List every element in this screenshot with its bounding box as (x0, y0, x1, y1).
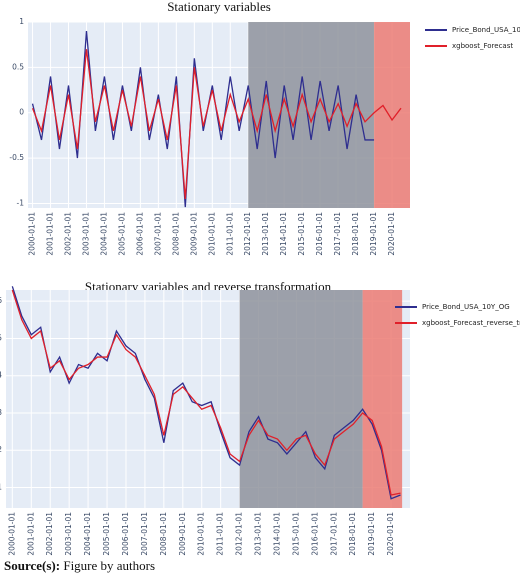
shaded-region (248, 22, 375, 208)
x-tick-label: 2008-01-01 (159, 512, 168, 556)
x-tick-label: 2002-01-01 (64, 212, 73, 256)
source-label: Source(s): (4, 558, 61, 573)
source-note: Source(s): Figure by authors (4, 558, 155, 574)
x-tick-label: 2015-01-01 (297, 212, 306, 256)
x-tick-label: 2005-01-01 (102, 512, 111, 556)
legend-label: xgboost_Forecast (452, 42, 513, 50)
x-tick-label: 2006-01-01 (135, 212, 144, 256)
legend-label: Price_Bond_USA_10Y_OG (422, 303, 510, 311)
x-tick-label: 2020-01-01 (386, 512, 395, 556)
x-tick-label: 2008-01-01 (171, 212, 180, 256)
x-tick-label: 2005-01-01 (117, 212, 126, 256)
x-tick-label: 2012-01-01 (243, 212, 252, 256)
x-tick-label: 2012-01-01 (235, 512, 244, 556)
x-tick-label: 2009-01-01 (178, 512, 187, 556)
x-tick-label: 2011-01-01 (225, 212, 234, 256)
x-tick-label: 2018-01-01 (348, 512, 357, 556)
x-tick-label: 2014-01-01 (279, 212, 288, 256)
x-tick-label: 2000-01-01 (28, 212, 37, 256)
y-tick-label: 4 (0, 371, 2, 380)
x-tick-label: 2018-01-01 (351, 212, 360, 256)
x-tick-label: 2009-01-01 (189, 212, 198, 256)
y-tick-label: -0.5 (9, 153, 24, 162)
legend-label: Price_Bond_USA_10Y (452, 26, 520, 34)
source-text: Figure by authors (63, 558, 156, 573)
x-tick-label: 2007-01-01 (140, 512, 149, 556)
series-line (31, 49, 402, 199)
y-tick-label: 0.5 (12, 62, 24, 71)
x-tick-label: 2002-01-01 (45, 512, 54, 556)
x-tick-label: 2004-01-01 (99, 212, 108, 256)
figure: Stationary variables -1 -0.5 0 0.5 1 2000-01-0… (0, 0, 520, 556)
x-tick-label: 2001-01-01 (26, 512, 35, 556)
x-tick-label: 2011-01-01 (216, 512, 225, 556)
y-tick-label: 2 (0, 445, 2, 454)
x-tick-label: 2015-01-01 (291, 512, 300, 556)
shaded-region (239, 290, 363, 508)
x-tick-label: 2016-01-01 (315, 212, 324, 256)
series-line (11, 289, 401, 496)
x-tick-label: 2017-01-01 (333, 212, 342, 256)
y-tick-label: 6 (0, 296, 2, 305)
y-tick-label: 1 (19, 17, 24, 26)
x-tick-label: 2013-01-01 (254, 512, 263, 556)
x-tick-label: 2003-01-01 (81, 212, 90, 256)
x-tick-label: 2001-01-01 (46, 212, 55, 256)
x-tick-label: 2010-01-01 (197, 512, 206, 556)
shaded-region (362, 290, 403, 508)
legend-label: xgboost_Forecast_reverse_trans (422, 319, 520, 327)
y-tick-label: -1 (17, 198, 25, 207)
x-tick-label: 2013-01-01 (261, 212, 270, 256)
shaded-region (374, 22, 410, 208)
chart-title: Stationary variables (167, 0, 271, 14)
series-line (31, 31, 375, 208)
x-tick-label: 2014-01-01 (272, 512, 281, 556)
y-tick-label: 5 (0, 333, 2, 342)
x-tick-label: 2004-01-01 (83, 512, 92, 556)
x-tick-label: 2003-01-01 (64, 512, 73, 556)
x-tick-label: 2007-01-01 (153, 212, 162, 256)
x-tick-label: 2006-01-01 (121, 512, 130, 556)
y-tick-label: 3 (0, 408, 2, 417)
series-line (11, 286, 401, 500)
x-tick-label: 2019-01-01 (369, 212, 378, 256)
y-tick-label: 0 (19, 108, 24, 117)
x-tick-label: 2017-01-01 (329, 512, 338, 556)
x-tick-label: 2019-01-01 (367, 512, 376, 556)
x-tick-label: 2010-01-01 (207, 212, 216, 256)
x-tick-label: 2016-01-01 (310, 512, 319, 556)
x-tick-label: 2000-01-01 (7, 512, 16, 556)
x-tick-label: 2020-01-01 (387, 212, 396, 256)
y-tick-label: 1 (0, 483, 2, 492)
